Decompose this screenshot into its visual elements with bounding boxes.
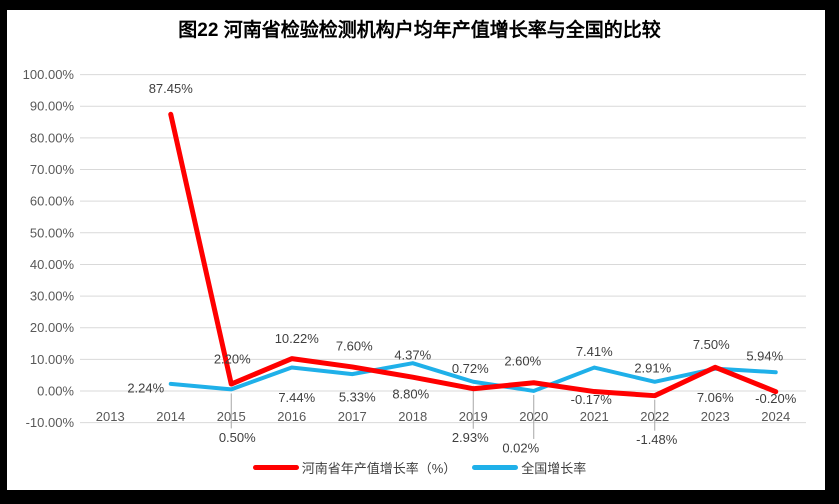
svg-text:2013: 2013	[96, 409, 125, 424]
svg-text:2.91%: 2.91%	[634, 360, 671, 375]
svg-text:0.02%: 0.02%	[502, 440, 539, 455]
svg-text:90.00%: 90.00%	[30, 99, 75, 114]
svg-text:2023: 2023	[701, 409, 730, 424]
svg-text:2016: 2016	[277, 409, 306, 424]
svg-text:-10.00%: -10.00%	[26, 415, 75, 430]
svg-text:87.45%: 87.45%	[149, 81, 194, 96]
chart-paper	[7, 10, 825, 490]
svg-text:2014: 2014	[156, 409, 185, 424]
svg-text:100.00%: 100.00%	[23, 67, 75, 82]
svg-text:10.22%: 10.22%	[275, 331, 320, 346]
svg-text:7.60%: 7.60%	[336, 338, 373, 353]
svg-text:0.00%: 0.00%	[37, 384, 74, 399]
svg-text:5.33%: 5.33%	[339, 390, 376, 405]
svg-text:60.00%: 60.00%	[30, 194, 75, 209]
chart-title: 图22 河南省检验检测机构户均年产值增长率与全国的比较	[178, 20, 661, 41]
svg-text:7.41%: 7.41%	[576, 344, 613, 359]
svg-text:7.44%: 7.44%	[278, 390, 315, 405]
svg-text:20.00%: 20.00%	[30, 320, 75, 335]
legend-label-national: 全国增长率	[521, 461, 587, 476]
svg-text:2018: 2018	[398, 409, 427, 424]
svg-text:-0.20%: -0.20%	[755, 391, 797, 406]
svg-text:2.24%: 2.24%	[127, 380, 164, 395]
svg-text:-1.48%: -1.48%	[636, 432, 678, 447]
svg-text:5.94%: 5.94%	[746, 349, 783, 364]
svg-text:7.50%: 7.50%	[693, 337, 730, 352]
svg-text:7.06%: 7.06%	[697, 390, 734, 405]
chart-legend: 河南省年产值增长率（%） 全国增长率	[0, 458, 839, 477]
svg-text:30.00%: 30.00%	[30, 289, 75, 304]
svg-text:70.00%: 70.00%	[30, 162, 75, 177]
svg-text:80.00%: 80.00%	[30, 130, 75, 145]
svg-text:2021: 2021	[580, 409, 609, 424]
svg-text:2.93%: 2.93%	[452, 430, 489, 445]
legend-swatch-henan	[252, 465, 299, 470]
svg-text:10.00%: 10.00%	[30, 352, 75, 367]
svg-text:0.50%: 0.50%	[219, 430, 256, 445]
svg-text:2024: 2024	[761, 409, 790, 424]
legend-swatch-national	[472, 465, 519, 470]
svg-text:4.37%: 4.37%	[394, 348, 431, 363]
legend-label-henan: 河南省年产值增长率（%）	[301, 461, 457, 476]
svg-text:-0.17%: -0.17%	[571, 392, 613, 407]
svg-text:2017: 2017	[338, 409, 367, 424]
svg-text:2.20%: 2.20%	[214, 352, 251, 367]
svg-text:50.00%: 50.00%	[30, 225, 75, 240]
svg-text:0.72%: 0.72%	[452, 361, 489, 376]
svg-text:2.60%: 2.60%	[504, 353, 541, 368]
svg-text:8.80%: 8.80%	[392, 387, 429, 402]
svg-text:40.00%: 40.00%	[30, 257, 75, 272]
